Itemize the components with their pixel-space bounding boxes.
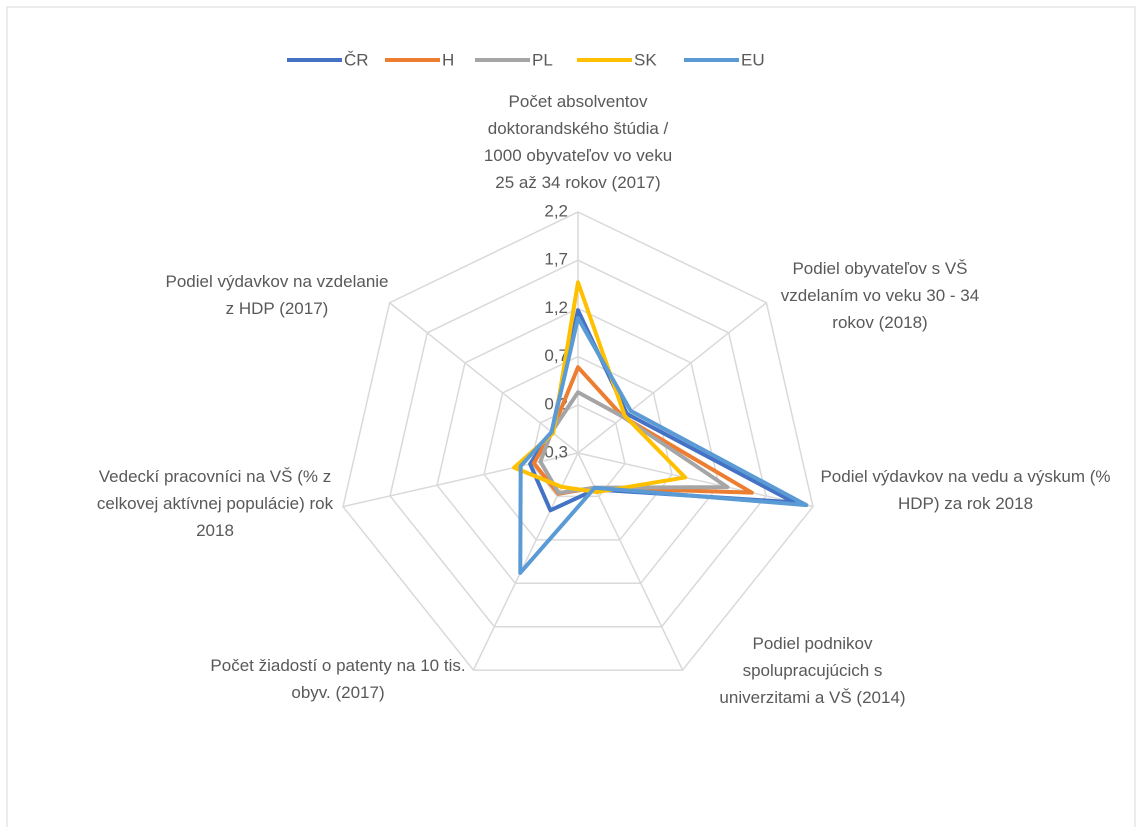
legend-label: SK [634, 50, 657, 69]
spoke [577, 302, 767, 454]
y-tick-label: 2,2 [544, 201, 568, 220]
legend-label: PL [532, 50, 553, 69]
category-label: Podiel výdavkov na vedu a výskum (% HDP)… [820, 467, 1111, 513]
legend-label: ČR [344, 50, 369, 69]
spoke [389, 302, 579, 454]
spoke [577, 452, 814, 508]
grid-ring [389, 259, 767, 628]
legend-label: H [442, 50, 454, 69]
category-label: Počet absolventov doktorandského štúdia … [483, 92, 673, 192]
category-label: Počet žiadostí o patenty na 10 tis. obyv… [210, 656, 466, 702]
y-tick-label: 0,7 [544, 346, 568, 365]
grid-ring [342, 211, 814, 671]
spoke [472, 452, 579, 671]
y-tick-label: 1,2 [544, 298, 568, 317]
category-label: Vedeckí pracovníci na VŠ (% z celkovej a… [96, 467, 334, 540]
category-label: Podiel výdavkov na vzdelanie z HDP (2017… [165, 272, 389, 318]
y-tick-label: 1,7 [544, 250, 568, 269]
grid-ring [436, 307, 720, 585]
chart-border [6, 6, 1136, 827]
legend-label: EU [741, 50, 765, 69]
category-label: Podiel podnikov spolupracujúcich s unive… [719, 634, 906, 707]
category-label: Podiel obyvateľov s VŠ vzdelaním vo veku… [780, 259, 980, 332]
grid-ring [483, 355, 673, 541]
series-line [518, 316, 809, 575]
